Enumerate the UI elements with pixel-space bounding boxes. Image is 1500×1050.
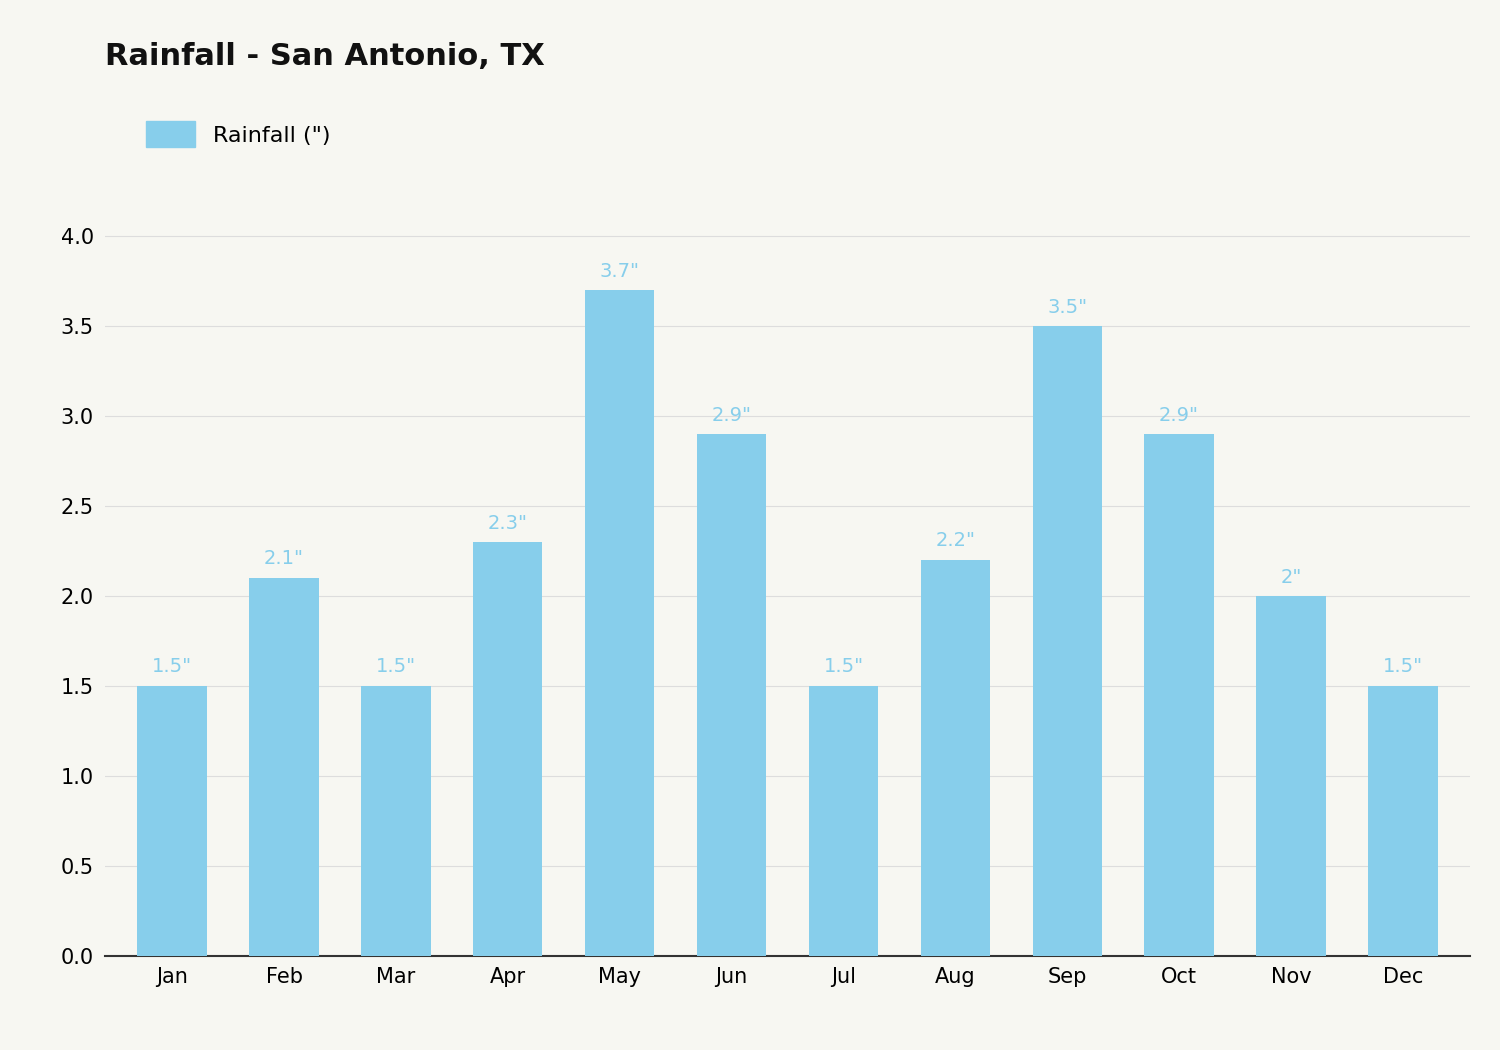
Bar [362,686,430,956]
Text: 3.5": 3.5" [1047,297,1088,316]
Text: 1.5": 1.5" [152,657,192,676]
Bar [1032,326,1102,956]
Bar [808,686,877,956]
Bar [1368,686,1437,956]
Bar [1257,595,1326,956]
Text: 2.3": 2.3" [488,513,528,532]
Text: 3.7": 3.7" [600,261,639,280]
Legend: Rainfall ("): Rainfall (") [146,122,330,147]
Text: 2.9": 2.9" [1160,405,1198,424]
Bar [249,578,318,956]
Text: 2.1": 2.1" [264,549,305,568]
Bar [921,560,990,956]
Text: 1.5": 1.5" [376,657,416,676]
Text: 2": 2" [1281,567,1302,587]
Text: 2.9": 2.9" [711,405,752,424]
Text: 2.2": 2.2" [936,531,975,550]
Bar [472,542,543,956]
Text: 1.5": 1.5" [824,657,864,676]
Bar [138,686,207,956]
Bar [585,290,654,956]
Bar [698,434,766,956]
Text: 1.5": 1.5" [1383,657,1423,676]
Text: Rainfall - San Antonio, TX: Rainfall - San Antonio, TX [105,42,544,71]
Bar [1144,434,1214,956]
